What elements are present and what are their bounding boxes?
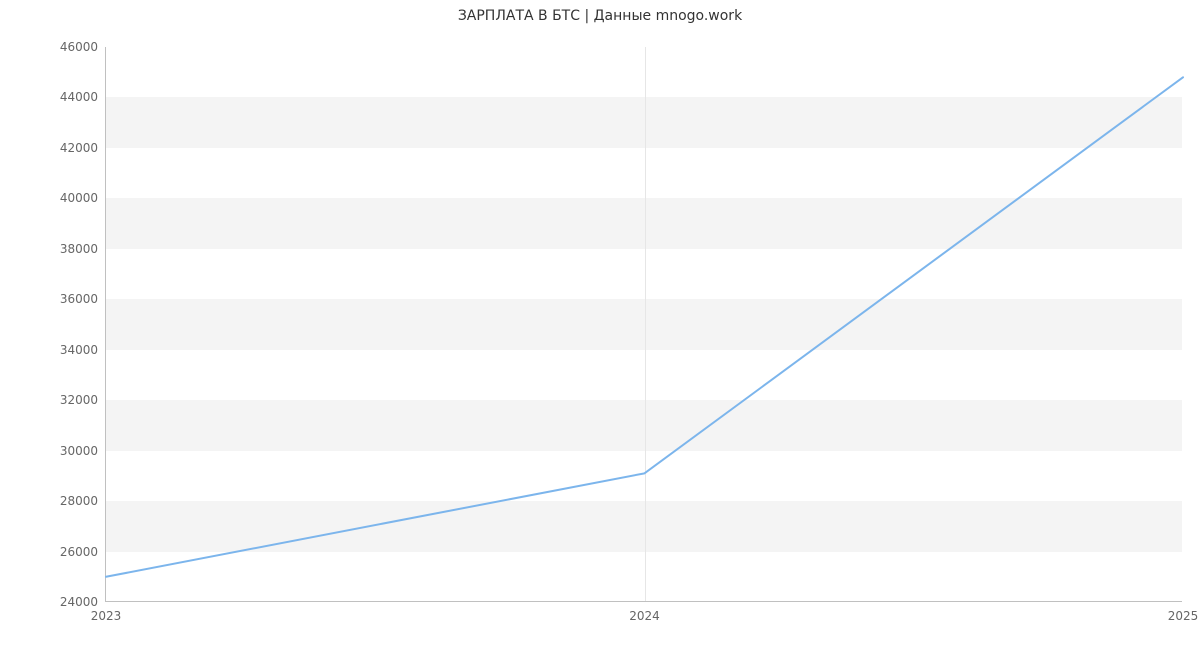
x-tick-label: 2024: [629, 609, 660, 623]
x-tick-label: 2025: [1168, 609, 1199, 623]
y-tick-label: 40000: [60, 191, 98, 205]
y-tick-label: 34000: [60, 343, 98, 357]
y-tick-label: 42000: [60, 141, 98, 155]
plot-area: 2400026000280003000032000340003600038000…: [105, 47, 1182, 602]
y-tick-label: 46000: [60, 40, 98, 54]
y-tick-label: 24000: [60, 595, 98, 609]
y-tick-label: 26000: [60, 545, 98, 559]
y-tick-label: 32000: [60, 393, 98, 407]
x-tick-label: 2023: [91, 609, 122, 623]
series-line-salary: [106, 77, 1183, 576]
y-tick-label: 38000: [60, 242, 98, 256]
y-tick-label: 44000: [60, 90, 98, 104]
y-tick-label: 28000: [60, 494, 98, 508]
salary-line-chart: ЗАРПЛАТА В БТС | Данные mnogo.work 24000…: [0, 0, 1200, 650]
y-tick-label: 36000: [60, 292, 98, 306]
y-tick-label: 30000: [60, 444, 98, 458]
chart-title: ЗАРПЛАТА В БТС | Данные mnogo.work: [0, 8, 1200, 24]
series-layer: [106, 47, 1183, 602]
